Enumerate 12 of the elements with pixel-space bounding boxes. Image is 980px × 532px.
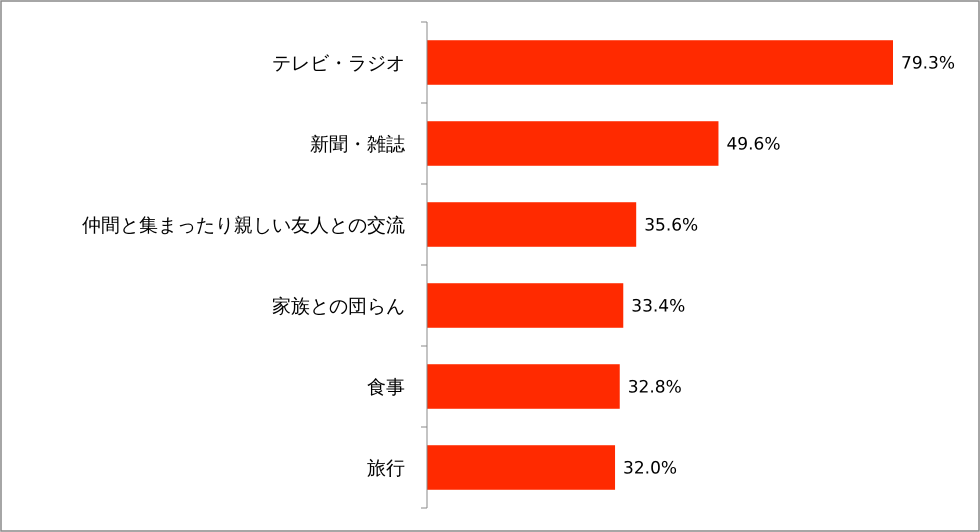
data-label: 79.3%: [901, 54, 956, 74]
data-label: 35.6%: [644, 216, 698, 236]
y-tick-label: 仲間と集まったり親しい友人との交流: [82, 214, 405, 236]
y-tick-label: 家族との団らん: [272, 296, 405, 318]
y-tick-label: 食事: [367, 376, 405, 398]
y-tick-label: 旅行: [367, 458, 405, 480]
y-tick-label: 新聞・雑誌: [310, 134, 405, 156]
data-label: 32.8%: [628, 378, 682, 398]
data-label: 32.0%: [623, 458, 678, 478]
data-label: 49.6%: [726, 134, 780, 154]
y-tick-label: テレビ・ラジオ: [272, 52, 405, 74]
data-label: 33.4%: [631, 296, 686, 316]
